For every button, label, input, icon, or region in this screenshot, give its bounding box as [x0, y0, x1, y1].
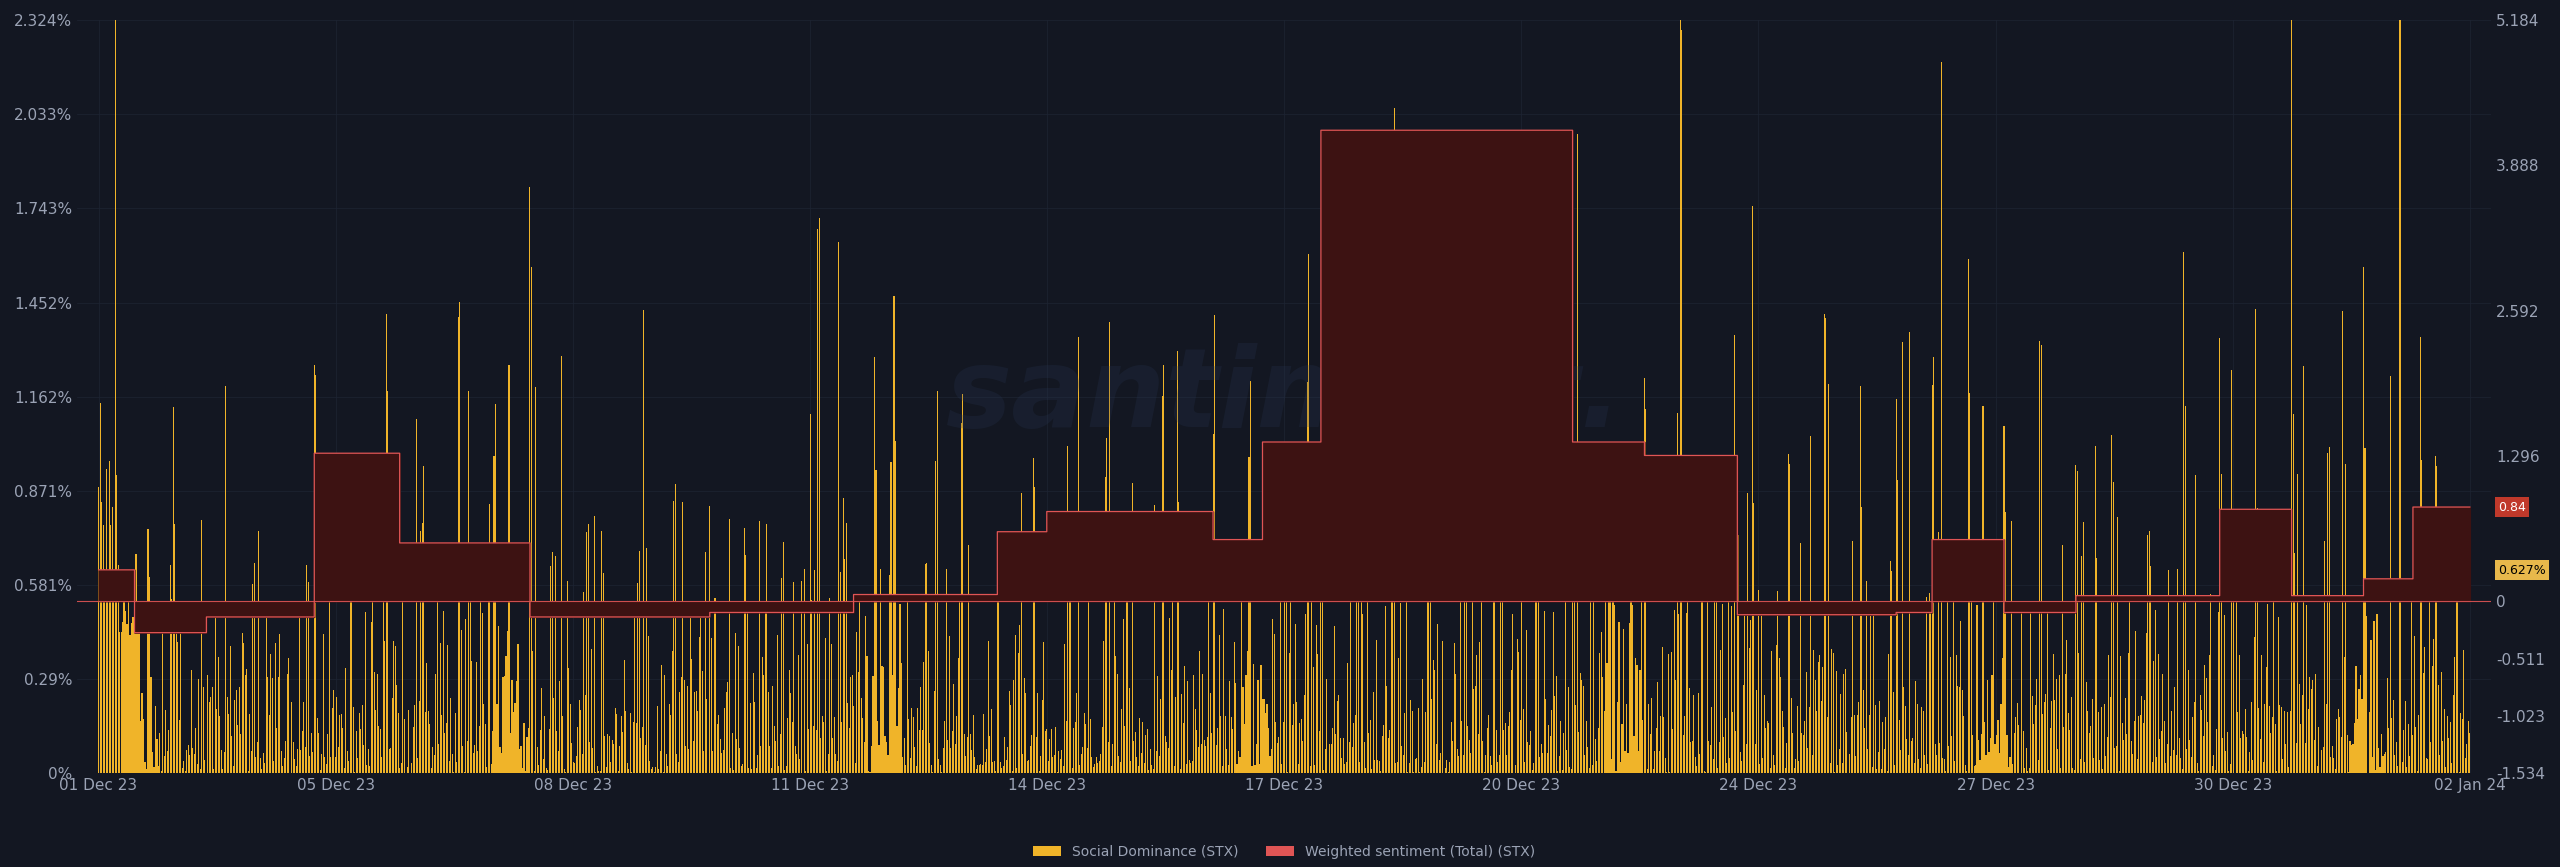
Legend: Social Dominance (STX), Weighted sentiment (Total) (STX): Social Dominance (STX), Weighted sentime…	[1027, 839, 1541, 864]
Text: santiment.: santiment.	[945, 343, 1623, 450]
Text: 0.627%: 0.627%	[2499, 564, 2547, 577]
Text: 0.84: 0.84	[2499, 500, 2527, 513]
